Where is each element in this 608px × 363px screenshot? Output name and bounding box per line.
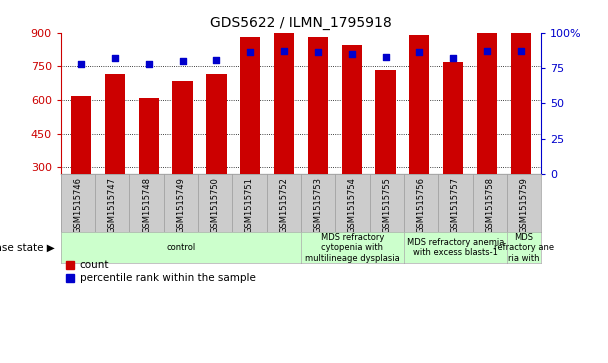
Bar	[139, 98, 159, 174]
Text: GSM1515758: GSM1515758	[485, 177, 494, 233]
Text: GSM1515750: GSM1515750	[211, 177, 219, 233]
Bar	[308, 37, 328, 174]
Text: GSM1515747: GSM1515747	[108, 177, 117, 233]
Point	[313, 50, 323, 56]
Point	[110, 55, 120, 61]
Point	[246, 50, 255, 56]
Bar	[173, 81, 193, 174]
Text: MDS
refractory ane
ria with: MDS refractory ane ria with	[494, 233, 554, 263]
Point	[381, 54, 390, 60]
Text: disease state ▶: disease state ▶	[0, 243, 55, 253]
Bar	[240, 37, 260, 174]
Text: GSM1515751: GSM1515751	[245, 177, 254, 233]
Legend: count, percentile rank within the sample: count, percentile rank within the sample	[66, 260, 255, 284]
Text: GSM1515749: GSM1515749	[176, 177, 185, 233]
Text: control: control	[166, 243, 196, 252]
Point	[482, 48, 492, 54]
Text: GSM1515759: GSM1515759	[519, 177, 528, 233]
Text: GSM1515754: GSM1515754	[348, 177, 357, 233]
Text: GSM1515757: GSM1515757	[451, 177, 460, 233]
Text: GSM1515746: GSM1515746	[74, 177, 83, 233]
Bar	[206, 74, 227, 174]
Bar	[477, 30, 497, 174]
Bar	[409, 35, 429, 174]
Point	[448, 55, 458, 61]
Text: GSM1515752: GSM1515752	[279, 177, 288, 233]
Point	[516, 48, 526, 54]
Point	[279, 48, 289, 54]
Text: GSM1515756: GSM1515756	[416, 177, 426, 233]
Bar	[342, 45, 362, 174]
Point	[178, 58, 187, 64]
Point	[144, 61, 154, 67]
Bar	[443, 62, 463, 174]
Bar	[274, 29, 294, 174]
Text: MDS refractory
cytopenia with
multilineage dysplasia: MDS refractory cytopenia with multilinea…	[305, 233, 400, 263]
Bar	[511, 6, 531, 174]
Bar	[105, 74, 125, 174]
Title: GDS5622 / ILMN_1795918: GDS5622 / ILMN_1795918	[210, 16, 392, 30]
Text: MDS refractory anemia
with excess blasts-1: MDS refractory anemia with excess blasts…	[407, 238, 504, 257]
Point	[347, 51, 356, 57]
Text: GSM1515748: GSM1515748	[142, 177, 151, 233]
Point	[76, 61, 86, 67]
Point	[212, 57, 221, 62]
Bar	[71, 95, 91, 174]
Text: GSM1515755: GSM1515755	[382, 177, 391, 233]
Bar	[375, 70, 396, 174]
Point	[415, 50, 424, 56]
Text: GSM1515753: GSM1515753	[314, 177, 323, 233]
